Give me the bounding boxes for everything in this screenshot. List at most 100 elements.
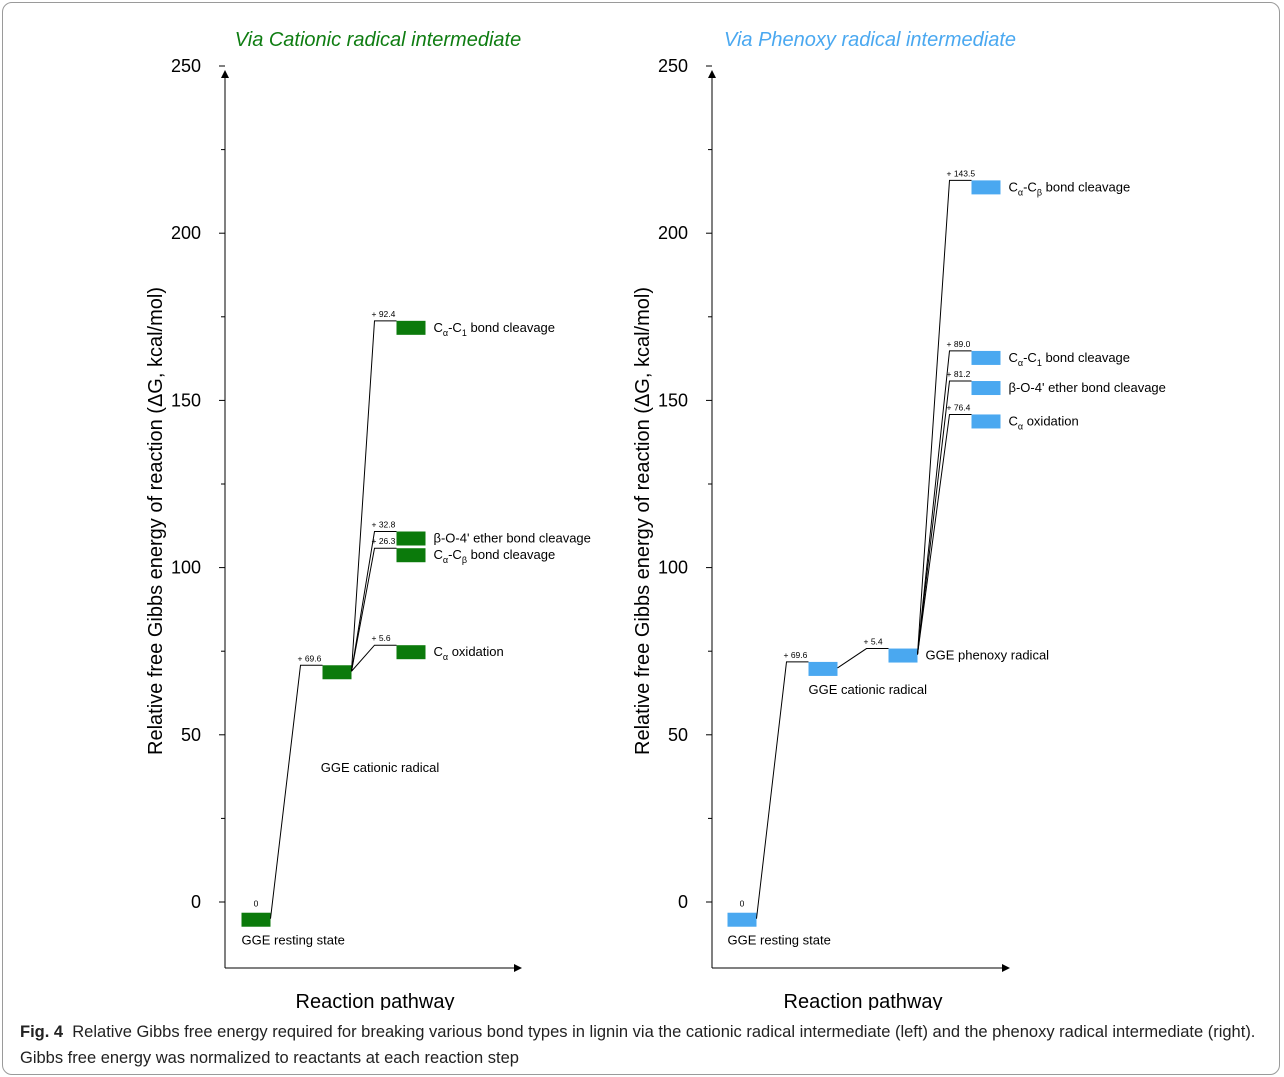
delta-label: 0 <box>740 899 745 909</box>
state-label-bo4: β-O-4' ether bond cleavage <box>1009 380 1166 395</box>
y-tick-label: 0 <box>191 892 201 912</box>
label-part: C <box>434 547 443 562</box>
delta-label: + 5.6 <box>372 633 391 643</box>
state-bar-rest <box>727 912 757 927</box>
y-tick-label: 100 <box>171 558 201 578</box>
state-bar-cox <box>396 645 426 660</box>
delta-label: 0 <box>254 899 259 909</box>
label-part: C <box>1009 350 1018 365</box>
y-tick-label: 50 <box>181 725 201 745</box>
state-bar-ccb <box>396 548 426 563</box>
state-bar-cc1 <box>971 350 1001 365</box>
label-part: α <box>443 555 448 565</box>
label-part: β <box>462 555 467 565</box>
delta-label: + 5.4 <box>864 637 883 647</box>
pathway-connector <box>756 661 809 919</box>
label-part: β-O-4' ether bond cleavage <box>1009 380 1166 395</box>
label-part: -C <box>1023 179 1037 194</box>
label-part: α <box>443 652 448 662</box>
label-part: C <box>1009 179 1018 194</box>
x-axis-arrow <box>514 964 522 972</box>
y-tick-label: 50 <box>668 725 688 745</box>
delta-label: + 92.4 <box>372 309 396 319</box>
x-axis-title: Reaction pathway <box>784 991 943 1010</box>
state-bar-cat <box>808 661 838 676</box>
delta-label: + 32.8 <box>372 520 396 530</box>
chart-title: Via Phenoxy radical intermediate <box>724 29 1016 51</box>
chart-phenoxy: Via Phenoxy radical intermediate 0 50 100 15… <box>632 29 1166 1010</box>
y-tick-label: 200 <box>658 223 688 243</box>
pathway-connector <box>917 350 972 655</box>
chart-title: Via Cationic radical intermediate <box>235 29 521 51</box>
y-tick-label: 150 <box>658 390 688 410</box>
pathway-connector <box>351 531 397 672</box>
label-part: -C <box>448 547 462 562</box>
pathway-connector <box>270 664 323 919</box>
y-axis-title: Relative free Gibbs energy of reaction (… <box>145 287 167 755</box>
state-bar-ccb <box>971 180 1001 195</box>
delta-label: + 69.6 <box>298 653 322 663</box>
state-bar-cox <box>971 414 1001 429</box>
label-part: bond cleavage <box>467 547 555 562</box>
y-tick-label: 250 <box>171 56 201 76</box>
pathway-connector <box>917 413 972 655</box>
label-part: α <box>1018 187 1023 197</box>
label-part: oxidation <box>1023 413 1079 428</box>
y-tick-label: 250 <box>658 56 688 76</box>
state-bar-cc1 <box>396 320 426 335</box>
state-bar-cat <box>322 665 352 680</box>
delta-label: + 81.2 <box>947 369 971 379</box>
figure-caption: Fig. 4 Relative Gibbs free energy requir… <box>20 1019 1265 1071</box>
state-label-phx: GGE phenoxy radical <box>926 648 1050 663</box>
pathway-connector <box>351 644 397 672</box>
caption-label: Fig. 4 <box>20 1023 64 1041</box>
label-part: α <box>1018 358 1023 368</box>
state-label-cat: GGE cationic radical <box>321 760 440 775</box>
state-label-ccb: Cα-Cβ bond cleavage <box>1009 179 1131 197</box>
delta-label: + 76.4 <box>947 402 971 412</box>
label-part: C <box>434 644 443 659</box>
state-label-cc1: Cα-C1 bond cleavage <box>434 320 556 338</box>
label-part: C <box>1009 413 1018 428</box>
delta-label: + 26.3 <box>372 536 396 546</box>
label-part: β <box>1037 187 1042 197</box>
delta-label: + 143.5 <box>947 168 976 178</box>
delta-label: + 69.6 <box>784 650 808 660</box>
label-part: bond cleavage <box>467 320 555 335</box>
y-axis-title: Relative free Gibbs energy of reaction (… <box>632 287 654 755</box>
label-part: 1 <box>1037 358 1042 368</box>
label-part: β-O-4' ether bond cleavage <box>434 531 591 546</box>
state-bar-bo4 <box>971 381 1001 396</box>
state-bar-rest <box>241 912 271 927</box>
state-label-cox: Cα oxidation <box>1009 413 1079 431</box>
state-label-cox: Cα oxidation <box>434 644 504 662</box>
x-axis-arrow <box>1002 964 1010 972</box>
pathway-connector <box>351 547 397 672</box>
state-bar-bo4 <box>396 531 426 546</box>
pathway-connector <box>917 380 972 655</box>
state-label-rest: GGE resting state <box>242 933 345 948</box>
label-part: bond cleavage <box>1042 350 1130 365</box>
y-tick-label: 150 <box>171 390 201 410</box>
state-label-cat: GGE cationic radical <box>809 682 928 697</box>
label-part: oxidation <box>448 644 504 659</box>
y-axis-arrow <box>708 70 716 78</box>
state-label-cc1: Cα-C1 bond cleavage <box>1009 350 1131 368</box>
chart-cationic: Via Cationic radical intermediate 0 50 100 1… <box>145 29 591 1010</box>
label-part: -C <box>448 320 462 335</box>
y-tick-label: 100 <box>658 558 688 578</box>
label-part: bond cleavage <box>1042 179 1130 194</box>
pathway-connector <box>917 179 972 655</box>
state-label-bo4: β-O-4' ether bond cleavage <box>434 531 591 546</box>
caption-text: Relative Gibbs free energy required for … <box>20 1023 1256 1067</box>
y-tick-label: 200 <box>171 223 201 243</box>
label-part: C <box>434 320 443 335</box>
x-axis-title: Reaction pathway <box>296 991 455 1010</box>
label-part: -C <box>1023 350 1037 365</box>
delta-label: + 89.0 <box>947 339 971 349</box>
state-label-rest: GGE resting state <box>728 933 831 948</box>
state-label-ccb: Cα-Cβ bond cleavage <box>434 547 556 565</box>
y-axis-arrow <box>221 70 229 78</box>
pathway-connector <box>837 648 889 669</box>
